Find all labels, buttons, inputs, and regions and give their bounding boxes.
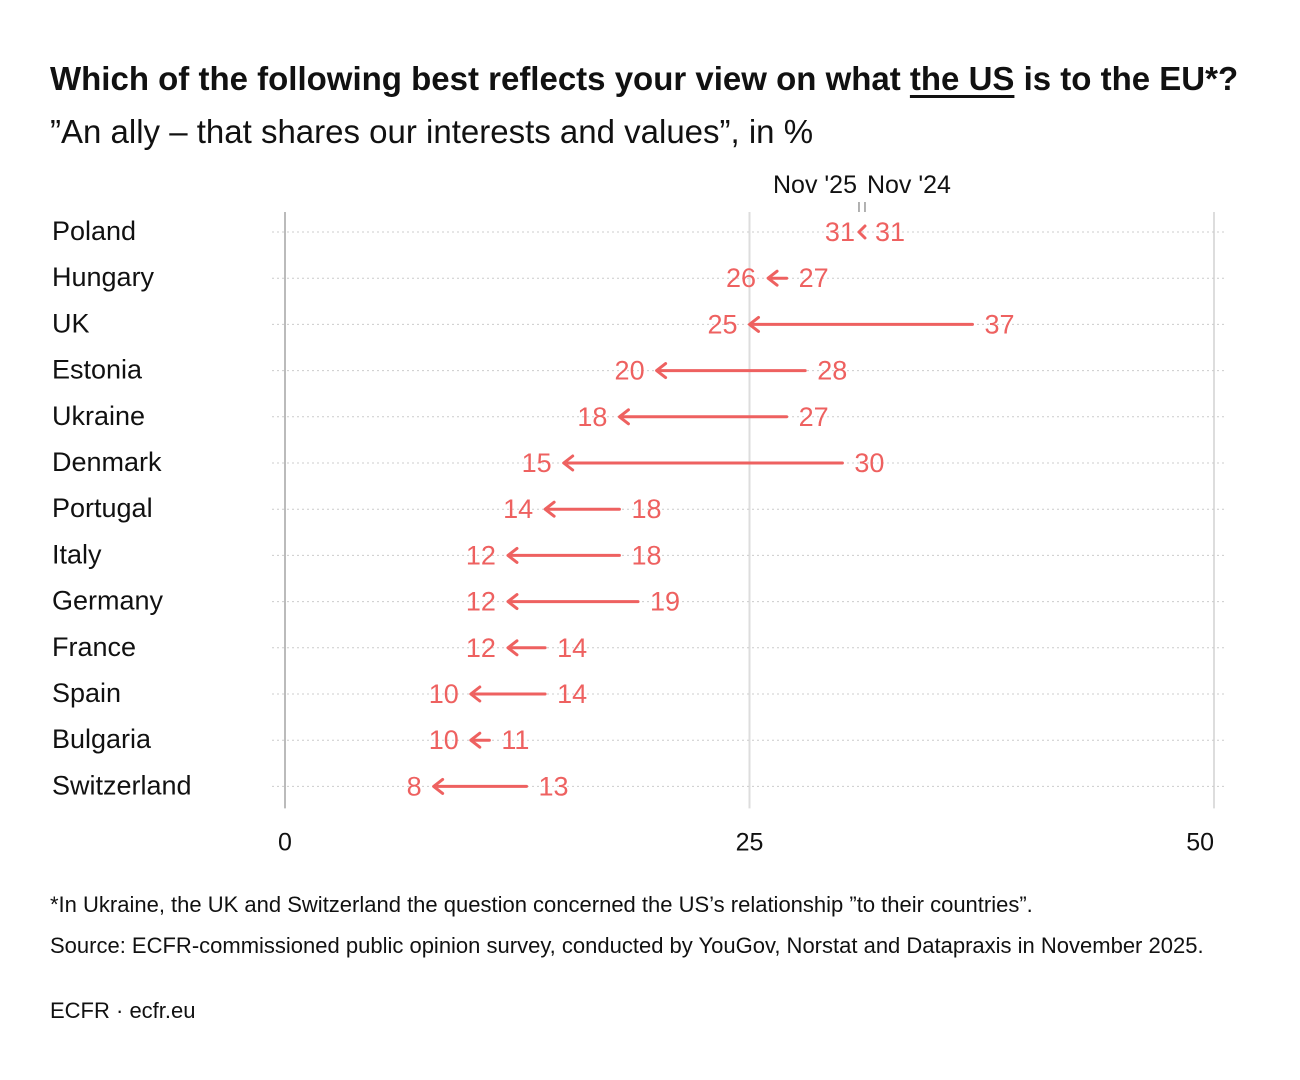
- arrow-head: [506, 593, 519, 611]
- row-label: Bulgaria: [52, 724, 152, 754]
- chart-title: Which of the following best reflects you…: [50, 52, 1260, 158]
- value-label-to: 20: [615, 356, 645, 386]
- row-label: France: [52, 632, 136, 662]
- value-label-to: 10: [429, 725, 459, 755]
- arrow-head: [857, 224, 867, 240]
- row-germany: Germany 12 19: [52, 586, 1225, 617]
- value-label-from: 14: [557, 633, 587, 663]
- value-label-to: 18: [577, 402, 607, 432]
- arrow-chart: Nov '25 Nov '24 Poland 31 31 Hungary 26 27 UK 25…: [52, 171, 1225, 856]
- arrow-head: [432, 777, 445, 795]
- x-tick-label-50: 50: [1186, 828, 1214, 856]
- row-label: Portugal: [52, 493, 153, 523]
- arrow-head: [562, 454, 575, 472]
- grid-layer: [284, 212, 1215, 809]
- row-label: Hungary: [52, 262, 155, 292]
- x-axis: 0 25 50: [278, 828, 1214, 856]
- arrow-head: [748, 315, 760, 333]
- row-ukraine: Ukraine 18 27: [52, 401, 1225, 432]
- value-label-to: 8: [407, 771, 422, 801]
- credit: ECFR · ecfr.eu: [50, 998, 196, 1023]
- value-label-to: 25: [707, 309, 737, 339]
- value-label-from: 14: [557, 679, 587, 709]
- x-tick-label-25: 25: [736, 828, 764, 856]
- value-label-from: 31: [875, 217, 905, 247]
- value-label-to: 26: [726, 263, 756, 293]
- row-france: France 12 14: [52, 632, 1225, 663]
- value-label-from: 37: [984, 309, 1014, 339]
- title-question: Which of the following best reflects you…: [50, 60, 1238, 97]
- arrow-head: [469, 731, 482, 749]
- value-label-from: 13: [539, 771, 569, 801]
- arrow-head: [617, 408, 630, 426]
- row-italy: Italy 12 18: [52, 539, 1225, 570]
- row-spain: Spain 10 14: [52, 678, 1225, 709]
- value-label-from: 18: [631, 540, 661, 570]
- legend-label-to: Nov '25: [773, 171, 857, 199]
- row-label: Denmark: [52, 447, 162, 477]
- arrow-head: [766, 269, 779, 287]
- row-label: Poland: [52, 216, 136, 246]
- title-part1: Which of the following best reflects you…: [50, 60, 910, 97]
- row-hungary: Hungary 26 27: [52, 262, 1225, 293]
- arrow-head: [469, 685, 482, 703]
- value-label-from: 19: [650, 587, 680, 617]
- value-label-to: 14: [503, 494, 533, 524]
- x-tick-label-0: 0: [278, 828, 292, 856]
- title-part2: is to the EU*?: [1014, 60, 1239, 97]
- value-label-from: 30: [854, 448, 884, 478]
- arrow-head: [655, 362, 668, 380]
- value-label-from: 18: [631, 494, 661, 524]
- value-label-to: 12: [466, 633, 496, 663]
- value-label-from: 27: [799, 263, 829, 293]
- row-label: UK: [52, 308, 90, 338]
- row-switzerland: Switzerland 8 13: [52, 770, 1225, 801]
- value-label-to: 12: [466, 540, 496, 570]
- row-estonia: Estonia 20 28: [52, 355, 1225, 386]
- chart-subtitle: ”An ally – that shares our interests and…: [50, 113, 814, 150]
- arrow-head: [506, 546, 519, 564]
- row-label: Italy: [52, 539, 102, 569]
- value-label-from: 11: [501, 725, 529, 755]
- row-poland: Poland 31 31: [52, 216, 1225, 247]
- arrow-head: [506, 639, 519, 657]
- legend: Nov '25 Nov '24: [773, 171, 951, 212]
- footnote: *In Ukraine, the UK and Switzerland the …: [50, 892, 1033, 917]
- row-bulgaria: Bulgaria 10 11: [52, 724, 1225, 755]
- source-note: Source: ECFR-commissioned public opinion…: [50, 933, 1204, 958]
- arrow-head: [543, 500, 556, 518]
- value-label-from: 27: [799, 402, 829, 432]
- value-label-to: 31: [825, 217, 855, 247]
- row-label: Germany: [52, 586, 164, 616]
- row-label: Spain: [52, 678, 121, 708]
- row-label: Ukraine: [52, 401, 145, 431]
- value-label-from: 28: [817, 356, 847, 386]
- row-denmark: Denmark 15 30: [52, 447, 1225, 478]
- legend-label-from: Nov '24: [867, 171, 951, 199]
- value-label-to: 12: [466, 587, 496, 617]
- row-portugal: Portugal 14 18: [52, 493, 1225, 524]
- row-label: Estonia: [52, 355, 143, 385]
- rows-layer: Poland 31 31 Hungary 26 27 UK 25 37 Estonia 20 28 Uk…: [52, 216, 1225, 801]
- row-label: Switzerland: [52, 770, 192, 800]
- row-uk: UK 25 37: [52, 308, 1225, 339]
- value-label-to: 10: [429, 679, 459, 709]
- value-label-to: 15: [522, 448, 552, 478]
- title-underlined: the US: [909, 60, 1015, 97]
